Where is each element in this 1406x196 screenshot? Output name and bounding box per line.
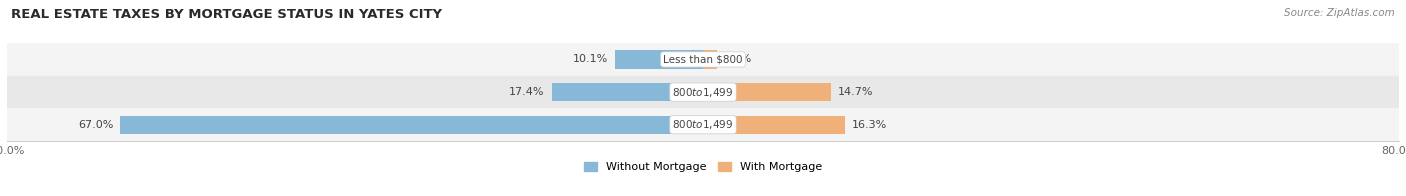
Text: $800 to $1,499: $800 to $1,499	[672, 86, 734, 99]
Text: REAL ESTATE TAXES BY MORTGAGE STATUS IN YATES CITY: REAL ESTATE TAXES BY MORTGAGE STATUS IN …	[11, 8, 443, 21]
Bar	[120, 116, 703, 134]
Text: 10.1%: 10.1%	[572, 54, 609, 64]
Bar	[7, 76, 1399, 108]
Bar	[7, 108, 1399, 141]
Text: 17.4%: 17.4%	[509, 87, 544, 97]
Text: Less than $800: Less than $800	[664, 54, 742, 64]
Text: $800 to $1,499: $800 to $1,499	[672, 118, 734, 131]
Bar	[703, 83, 831, 101]
Text: 67.0%: 67.0%	[77, 120, 112, 130]
Bar	[7, 43, 1399, 76]
Text: 16.3%: 16.3%	[852, 120, 887, 130]
Bar	[616, 50, 703, 69]
Text: 14.7%: 14.7%	[838, 87, 873, 97]
Bar	[551, 83, 703, 101]
Text: Source: ZipAtlas.com: Source: ZipAtlas.com	[1284, 8, 1395, 18]
Text: 1.6%: 1.6%	[724, 54, 752, 64]
Bar	[703, 50, 717, 69]
Legend: Without Mortgage, With Mortgage: Without Mortgage, With Mortgage	[579, 157, 827, 177]
Bar	[703, 116, 845, 134]
